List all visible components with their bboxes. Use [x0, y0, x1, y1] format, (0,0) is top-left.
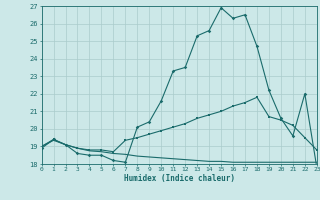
X-axis label: Humidex (Indice chaleur): Humidex (Indice chaleur) — [124, 174, 235, 183]
